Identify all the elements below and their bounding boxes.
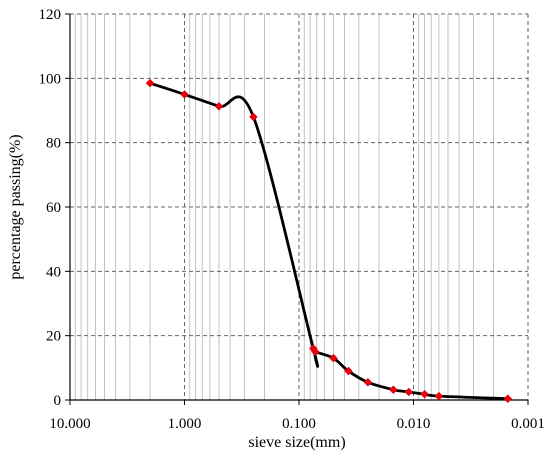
tick-labels: 0 20 40 60 80 100 120 10.000 1.000 0.100 0.010 0.00…: [39, 7, 545, 432]
data-point-marker: [344, 366, 353, 376]
data-point-marker: [363, 377, 373, 387]
axes: [65, 13, 529, 405]
x-tick-label: 10.000: [49, 416, 90, 432]
x-axis-title: sieve size(mm): [248, 434, 345, 451]
y-tick-label: 120: [39, 7, 62, 23]
data-point-marker: [434, 391, 444, 401]
y-tick-label: 60: [46, 200, 61, 216]
data-point-marker: [180, 90, 189, 99]
y-tick-label: 80: [46, 136, 61, 152]
data-point-marker: [214, 101, 224, 111]
data-point-marker: [329, 353, 338, 363]
data-point-marker: [404, 387, 414, 397]
x-tick-label: 0.100: [282, 416, 316, 432]
data-point-marker: [310, 347, 320, 357]
y-tick-label: 40: [46, 264, 61, 280]
grid: [69, 13, 529, 401]
data-point-marker: [420, 389, 429, 399]
y-tick-label: 20: [46, 329, 61, 345]
x-tick-label: 1.000: [168, 416, 202, 432]
data-series: [145, 78, 513, 404]
series-line: [148, 81, 510, 401]
x-tick-label: 0.010: [397, 416, 431, 432]
data-point-marker: [388, 385, 398, 395]
x-tick-label: 0.001: [511, 416, 545, 432]
data-point-marker: [145, 78, 155, 88]
y-tick-label: 0: [54, 393, 62, 409]
y-tick-label: 100: [39, 71, 62, 87]
data-point-marker: [249, 112, 258, 122]
data-point-marker: [503, 394, 513, 404]
y-axis-title: percentage passing(%): [7, 134, 24, 279]
